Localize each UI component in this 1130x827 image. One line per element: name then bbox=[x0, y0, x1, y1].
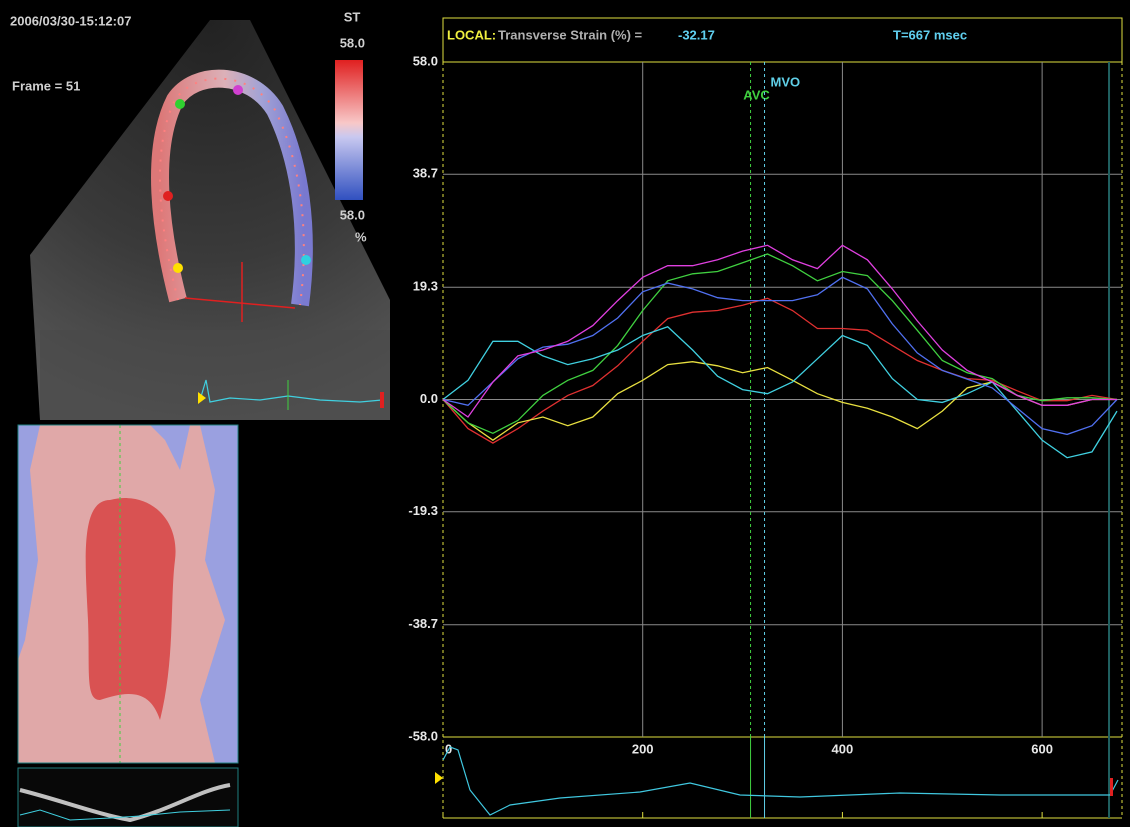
end-marker bbox=[1110, 778, 1113, 796]
chart-title: Transverse Strain (%) = bbox=[498, 27, 643, 42]
current-value: -32.17 bbox=[678, 27, 715, 42]
scale-max: 58.0 bbox=[340, 35, 365, 50]
seg-point bbox=[163, 191, 173, 201]
sector-base bbox=[40, 330, 390, 420]
event-label: MVO bbox=[771, 74, 801, 89]
x-tick-label: 200 bbox=[632, 741, 654, 756]
end-marker bbox=[380, 392, 384, 408]
title-prefix: LOCAL: bbox=[447, 27, 496, 42]
date: 2006/03/30-15:12:07 bbox=[10, 13, 131, 28]
scale-unit: % bbox=[355, 229, 367, 244]
mmode-red bbox=[86, 498, 176, 720]
x-tick-label: 400 bbox=[832, 741, 854, 756]
scale-min: 58.0 bbox=[340, 207, 365, 222]
y-tick-label: -19.3 bbox=[408, 503, 438, 518]
event-label: AVC bbox=[743, 87, 770, 102]
seg-point bbox=[301, 255, 311, 265]
frame: Frame = 51 bbox=[12, 78, 80, 93]
seg-point bbox=[175, 99, 185, 109]
y-tick-label: 0.0 bbox=[420, 391, 438, 406]
seg-point bbox=[173, 263, 183, 273]
y-tick-label: -38.7 bbox=[408, 616, 438, 631]
y-tick-label: 19.3 bbox=[413, 279, 438, 294]
y-tick-label: 58.0 bbox=[413, 53, 438, 68]
time-label: T=667 msec bbox=[893, 27, 967, 42]
x-tick-label: 600 bbox=[1031, 741, 1053, 756]
screen: 2006/03/30-15:12:07 Frame = 51 ST 58.0 5… bbox=[0, 0, 1130, 827]
y-tick-label: 38.7 bbox=[413, 166, 438, 181]
y-tick-label: -58.0 bbox=[408, 728, 438, 743]
scale-name: ST bbox=[344, 9, 361, 24]
seg-point bbox=[233, 85, 243, 95]
color-scale bbox=[335, 60, 363, 200]
